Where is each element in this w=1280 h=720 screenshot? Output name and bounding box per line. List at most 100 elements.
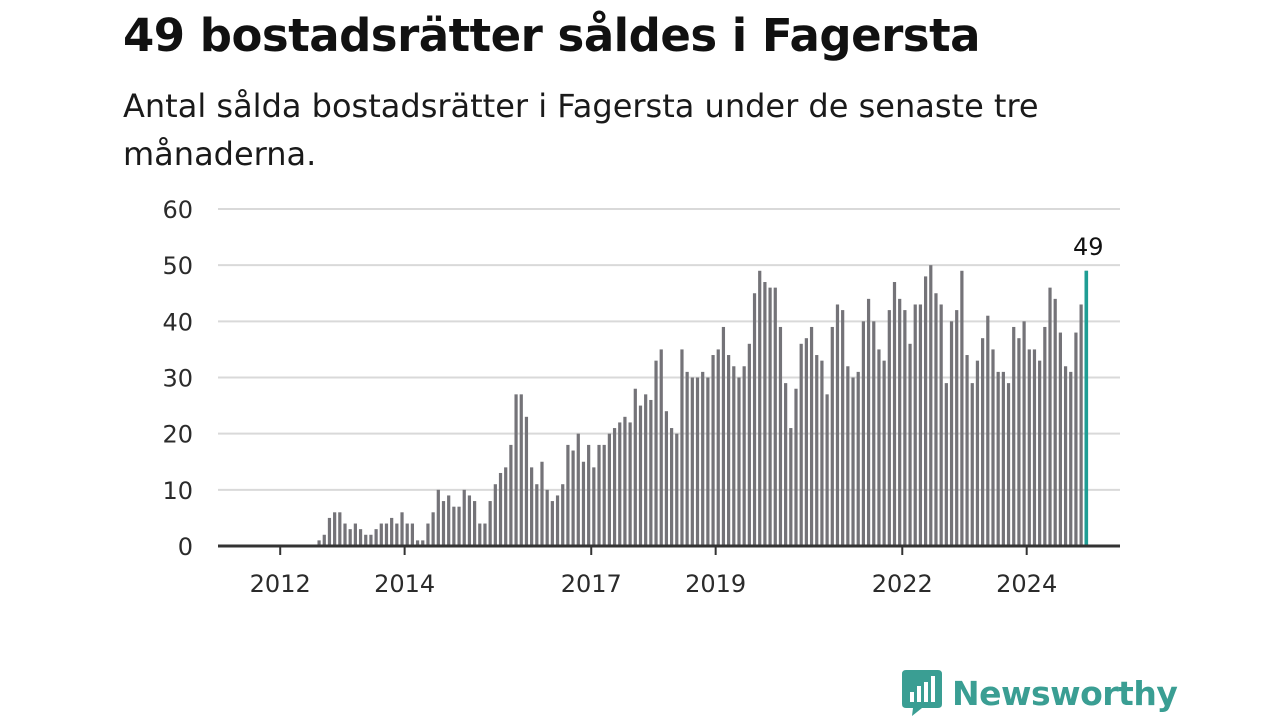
bar [649, 399, 653, 546]
bar-chart: 0 10 20 30 40 50 60 2012 2014 2017 2019 2022 2024 4… [162, 196, 1120, 598]
x-axis [218, 544, 1120, 555]
bar [1032, 349, 1037, 546]
bar [581, 461, 586, 546]
bar [918, 304, 923, 546]
bar [504, 467, 508, 546]
bar [576, 433, 580, 546]
bar [530, 467, 534, 546]
bar [835, 304, 840, 546]
bar [778, 326, 783, 546]
bars [317, 265, 1089, 546]
bar [410, 523, 415, 546]
bar [872, 321, 876, 546]
bar [509, 444, 513, 546]
bar [571, 450, 575, 546]
bar [960, 270, 964, 546]
bar [664, 411, 669, 546]
bar [488, 501, 492, 546]
bar [441, 501, 446, 546]
bar [462, 489, 466, 546]
bar [996, 371, 1000, 546]
x-tick-label: 2017 [561, 570, 622, 598]
bar [597, 444, 601, 546]
bar [727, 355, 731, 546]
bar [856, 371, 860, 546]
bar [348, 529, 352, 546]
bar [374, 529, 378, 546]
bar [618, 422, 622, 546]
bar [1038, 360, 1042, 546]
y-tick-label: 60 [162, 196, 193, 224]
bar [986, 315, 990, 546]
bar [830, 326, 834, 546]
bar [1063, 366, 1068, 546]
bar [675, 433, 679, 546]
bar [1069, 371, 1073, 546]
bar [903, 310, 907, 546]
bar [887, 310, 891, 546]
bar [431, 512, 435, 546]
y-axis-labels: 0 10 20 30 40 50 60 [162, 196, 193, 561]
bar [882, 360, 886, 546]
bar [861, 321, 866, 546]
y-tick-label: 0 [178, 533, 193, 561]
bar [457, 506, 461, 546]
bar [1012, 326, 1016, 546]
bar [737, 377, 741, 546]
bar [820, 360, 824, 546]
bar [369, 534, 373, 546]
bar [612, 428, 617, 546]
bar [535, 484, 539, 546]
bar [467, 495, 472, 546]
bar [752, 293, 757, 546]
y-tick-label: 10 [162, 477, 193, 505]
bar [695, 377, 700, 546]
bar [623, 416, 627, 546]
newsworthy-logo-icon [902, 670, 942, 716]
bar [981, 338, 985, 546]
bar [965, 355, 969, 546]
bar [472, 501, 477, 546]
bar [1043, 326, 1047, 546]
bar [975, 360, 980, 546]
bar [338, 512, 342, 546]
bar [794, 388, 798, 546]
bar [841, 310, 845, 546]
bar [768, 287, 772, 546]
bar [592, 467, 596, 546]
bar [804, 338, 808, 546]
x-tick-label: 2014 [374, 570, 435, 598]
bar [685, 371, 689, 546]
bar [732, 366, 736, 546]
bar [866, 298, 871, 546]
bar [400, 512, 404, 546]
bar [669, 428, 674, 546]
bar [628, 422, 632, 546]
bar [809, 326, 814, 546]
bar [1017, 338, 1021, 546]
bar [566, 444, 570, 546]
bar [1074, 332, 1078, 546]
bar [970, 383, 974, 546]
bar [384, 523, 389, 546]
bar [763, 282, 767, 546]
bar [545, 489, 549, 546]
bar [654, 360, 658, 546]
bar [390, 517, 394, 546]
bar [815, 355, 819, 546]
x-tick-label: 2022 [872, 570, 933, 598]
bar [773, 287, 777, 546]
bar [825, 394, 829, 546]
y-tick-label: 50 [162, 252, 193, 280]
bar [644, 394, 648, 546]
bar [1053, 298, 1057, 546]
bar [358, 529, 363, 546]
bar [379, 523, 383, 546]
bar [991, 349, 995, 546]
value-label: 49 [1073, 233, 1104, 261]
bar [498, 472, 503, 546]
bar [934, 293, 938, 546]
y-tick-label: 40 [162, 308, 193, 336]
bar [405, 523, 409, 546]
bar [892, 282, 897, 546]
